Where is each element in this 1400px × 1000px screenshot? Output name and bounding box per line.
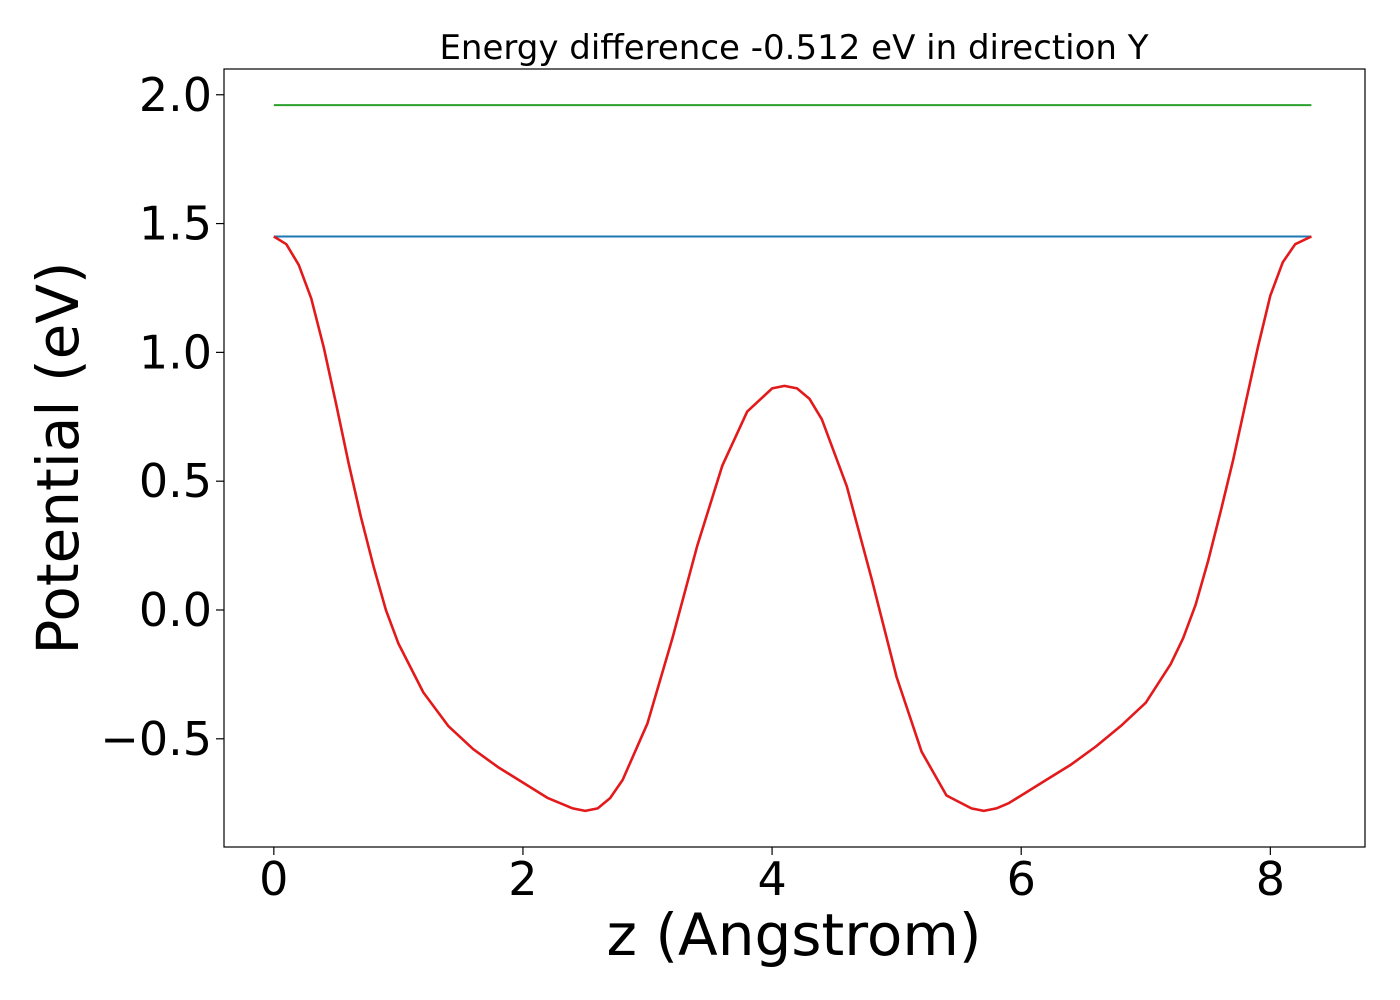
- plot-frame: [223, 68, 1366, 848]
- x-tick-label: 2: [508, 852, 537, 906]
- series-layer: [273, 104, 1312, 813]
- x-tick-label: 4: [757, 852, 786, 906]
- y-tick-label: 0.0: [139, 583, 212, 637]
- x-tick-label: 8: [1256, 852, 1285, 906]
- y-tick-label: 1.0: [139, 325, 212, 379]
- y-tick-label: 1.5: [139, 197, 212, 251]
- y-axis-title: Potential (eV): [24, 261, 92, 654]
- x-tick-label: 6: [1007, 852, 1036, 906]
- x-axis-ticks: 0 2 4 6 8: [259, 847, 1285, 906]
- chart-title: Energy difference -0.512 eV in direction…: [439, 28, 1148, 68]
- x-tick-label: 0: [259, 852, 288, 906]
- x-axis-title: z (Angstrom): [607, 901, 982, 969]
- series-line-2: [273, 235, 1312, 813]
- y-tick-label: −0.5: [100, 712, 212, 766]
- y-tick-label: 2.0: [139, 68, 212, 122]
- y-tick-label: 0.5: [139, 454, 212, 508]
- y-axis-ticks: −0.5 0.0 0.5 1.0 1.5 2.0: [100, 68, 224, 766]
